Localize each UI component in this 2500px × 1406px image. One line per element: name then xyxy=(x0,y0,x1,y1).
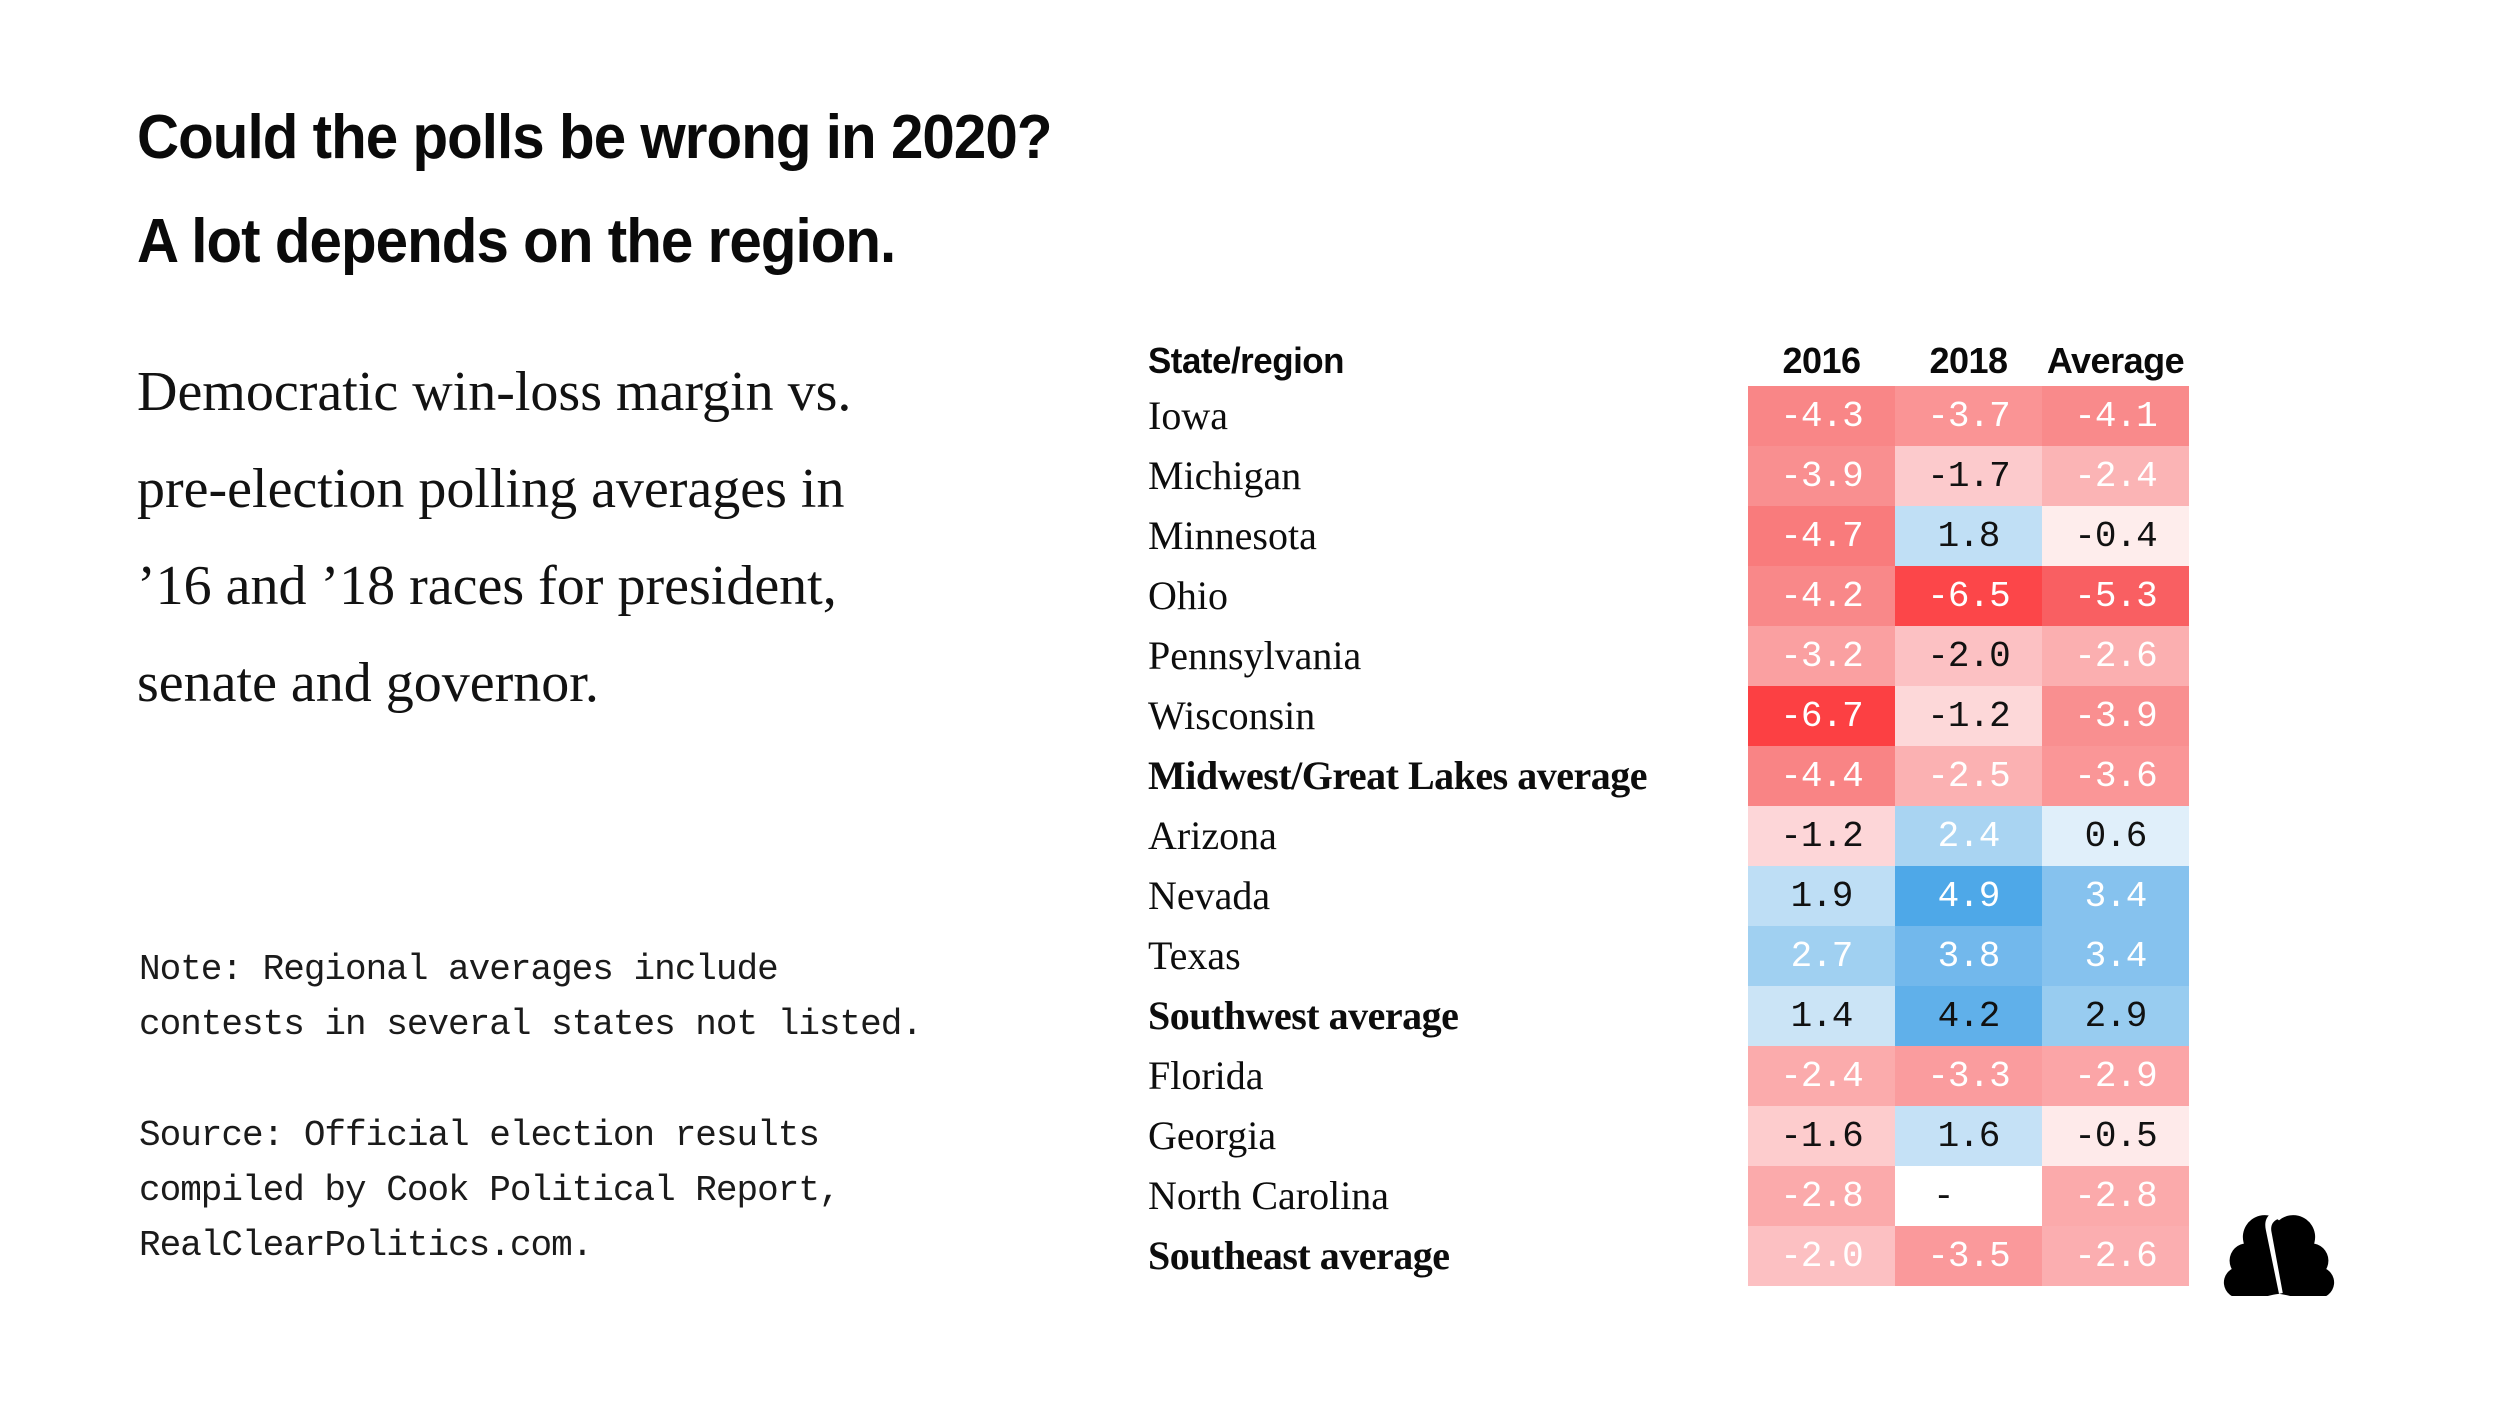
heat-cell: 4.2 xyxy=(1895,986,2042,1046)
heat-cell: -0.5 xyxy=(2042,1106,2189,1166)
table-row: Arizona -1.2 2.4 0.6 xyxy=(1148,806,2190,866)
heat-cell: -2.0 xyxy=(1895,626,2042,686)
column-header-state-region: State/region xyxy=(1148,340,1344,381)
heat-cell: -1.6 xyxy=(1748,1106,1895,1166)
heat-cell: -3.9 xyxy=(2042,686,2189,746)
heat-cell: -3.3 xyxy=(1895,1046,2042,1106)
heat-cell: -4.7 xyxy=(1748,506,1895,566)
heat-cell: -5.3 xyxy=(2042,566,2189,626)
table-row: Pennsylvania -3.2 -2.0 -2.6 xyxy=(1148,626,2190,686)
table-row: Michigan -3.9 -1.7 -2.4 xyxy=(1148,446,2190,506)
heat-cell: -3.5 xyxy=(1895,1226,2042,1286)
heat-cell: -1.2 xyxy=(1748,806,1895,866)
heat-cell: 4.9 xyxy=(1895,866,2042,926)
row-label: Florida xyxy=(1148,1053,1264,1098)
peacock-neck xyxy=(2265,1212,2283,1294)
title-line-1: Could the polls be wrong in 2020? xyxy=(137,103,1052,172)
table-row: Ohio -4.2 -6.5 -5.3 xyxy=(1148,566,2190,626)
table-row: North Carolina -2.8- -2.8 xyxy=(1148,1166,2190,1226)
table-row: Georgia -1.6 1.6 -0.5 xyxy=(1148,1106,2190,1166)
row-label: Texas xyxy=(1148,933,1241,978)
table-row: Florida -2.4 -3.3 -2.9 xyxy=(1148,1046,2190,1106)
heat-cell: -2.8 xyxy=(1748,1166,1895,1226)
table-row: Minnesota -4.7 1.8 -0.4 xyxy=(1148,506,2190,566)
table-row: Nevada 1.9 4.9 3.4 xyxy=(1148,866,2190,926)
heat-cell: -4.2 xyxy=(1748,566,1895,626)
row-label: Southwest average xyxy=(1148,993,1459,1038)
heat-cell: -2.4 xyxy=(1748,1046,1895,1106)
heat-cell: -2.6 xyxy=(2042,626,2189,686)
heat-cell: -2.6 xyxy=(2042,1226,2189,1286)
row-label: Georgia xyxy=(1148,1113,1277,1158)
row-label: Arizona xyxy=(1148,813,1277,858)
source-text: Source: Official election results compil… xyxy=(139,1108,841,1273)
heat-cell: 2.4 xyxy=(1895,806,2042,866)
heat-cell: 1.6 xyxy=(1895,1106,2042,1166)
subtitle-line: Democratic win-loss margin vs. xyxy=(137,361,852,423)
polling-heatmap-table: State/region 2016 2018 Average Iowa -4.3 -3.7-… xyxy=(1148,322,2190,1286)
row-label: Iowa xyxy=(1148,393,1228,438)
heat-cell: -2.4 xyxy=(2042,446,2189,506)
heat-cell: -6.5 xyxy=(1895,566,2042,626)
heat-cell: -2.5 xyxy=(1895,746,2042,806)
subtitle-line: ’16 and ’18 races for president, xyxy=(137,555,837,617)
column-header-average: Average xyxy=(2046,340,2185,381)
row-label: North Carolina xyxy=(1148,1173,1390,1218)
heat-cell: -4.1 xyxy=(2042,386,2189,446)
subtitle-line: senate and governor. xyxy=(137,652,599,714)
note-line: Note: Regional averages include xyxy=(139,949,779,990)
row-label: Michigan xyxy=(1148,453,1302,498)
note-text: Note: Regional averages include contests… xyxy=(139,942,923,1052)
row-label: Ohio xyxy=(1148,573,1228,618)
heat-cell: -3.2 xyxy=(1748,626,1895,686)
chart-description: Democratic win-loss margin vs. pre-elect… xyxy=(137,344,851,732)
heat-cell: -3.7 xyxy=(1895,386,2042,446)
heat-cell: -2.0 xyxy=(1748,1226,1895,1286)
subtitle-line: pre-election polling averages in xyxy=(137,458,845,520)
source-line: compiled by Cook Political Report, xyxy=(139,1170,841,1211)
heat-cell: 1.9 xyxy=(1748,866,1895,926)
heat-cell: 3.4 xyxy=(2042,866,2189,926)
heat-cell: -4.4 xyxy=(1748,746,1895,806)
table-row: Wisconsin -6.7 -1.2 -3.9 xyxy=(1148,686,2190,746)
heat-cell: -0.4 xyxy=(2042,506,2189,566)
heat-cell: -2.8 xyxy=(2042,1166,2189,1226)
row-label: Nevada xyxy=(1148,873,1271,918)
heat-cell: 2.9 xyxy=(2042,986,2189,1046)
heat-cell: - xyxy=(1895,1166,2042,1226)
row-label: Southeast average xyxy=(1148,1233,1450,1278)
heat-cell: -3.6 xyxy=(2042,746,2189,806)
table-row: Midwest/Great Lakes average -4.4 -2.5 -3.6 xyxy=(1148,746,2190,806)
title-line-2: A lot depends on the region. xyxy=(137,207,896,276)
heat-cell: -1.7 xyxy=(1895,446,2042,506)
heat-cell: 1.4 xyxy=(1748,986,1895,1046)
heat-cell: 3.4 xyxy=(2042,926,2189,986)
row-label: Pennsylvania xyxy=(1148,633,1362,678)
heat-cell: -6.7 xyxy=(1748,686,1895,746)
row-label: Midwest/Great Lakes average xyxy=(1148,753,1647,798)
table-header: State/region 2016 2018 Average xyxy=(1148,322,2190,386)
page-title: Could the polls be wrong in 2020? A lot … xyxy=(137,86,1052,294)
heat-cell: 1.8 xyxy=(1895,506,2042,566)
source-line: Source: Official election results xyxy=(139,1115,820,1156)
source-line: RealClearPolitics.com. xyxy=(139,1225,593,1266)
heat-cell: -1.2 xyxy=(1895,686,2042,746)
nbc-peacock-logo xyxy=(2223,1212,2335,1296)
heat-cell: 3.8 xyxy=(1895,926,2042,986)
note-line: contests in several states not listed. xyxy=(139,1004,923,1045)
table-row: Southeast average -2.0 -3.5 -2.6 xyxy=(1148,1226,2190,1286)
table-row: Southwest average 1.4 4.2 2.9 xyxy=(1148,986,2190,1046)
heat-cell: -2.9 xyxy=(2042,1046,2189,1106)
column-header-2018: 2018 xyxy=(1929,340,2008,381)
heat-cell: -4.3 xyxy=(1748,386,1895,446)
column-header-2016: 2016 xyxy=(1782,340,1861,381)
heat-cell: -3.9 xyxy=(1748,446,1895,506)
row-label: Wisconsin xyxy=(1148,693,1316,738)
table-row: Texas 2.7 3.8 3.4 xyxy=(1148,926,2190,986)
table-row: Iowa -4.3 -3.7 -4.1 xyxy=(1148,386,2190,446)
heat-cell: 0.6 xyxy=(2042,806,2189,866)
row-label: Minnesota xyxy=(1148,513,1317,558)
heat-cell: 2.7 xyxy=(1748,926,1895,986)
